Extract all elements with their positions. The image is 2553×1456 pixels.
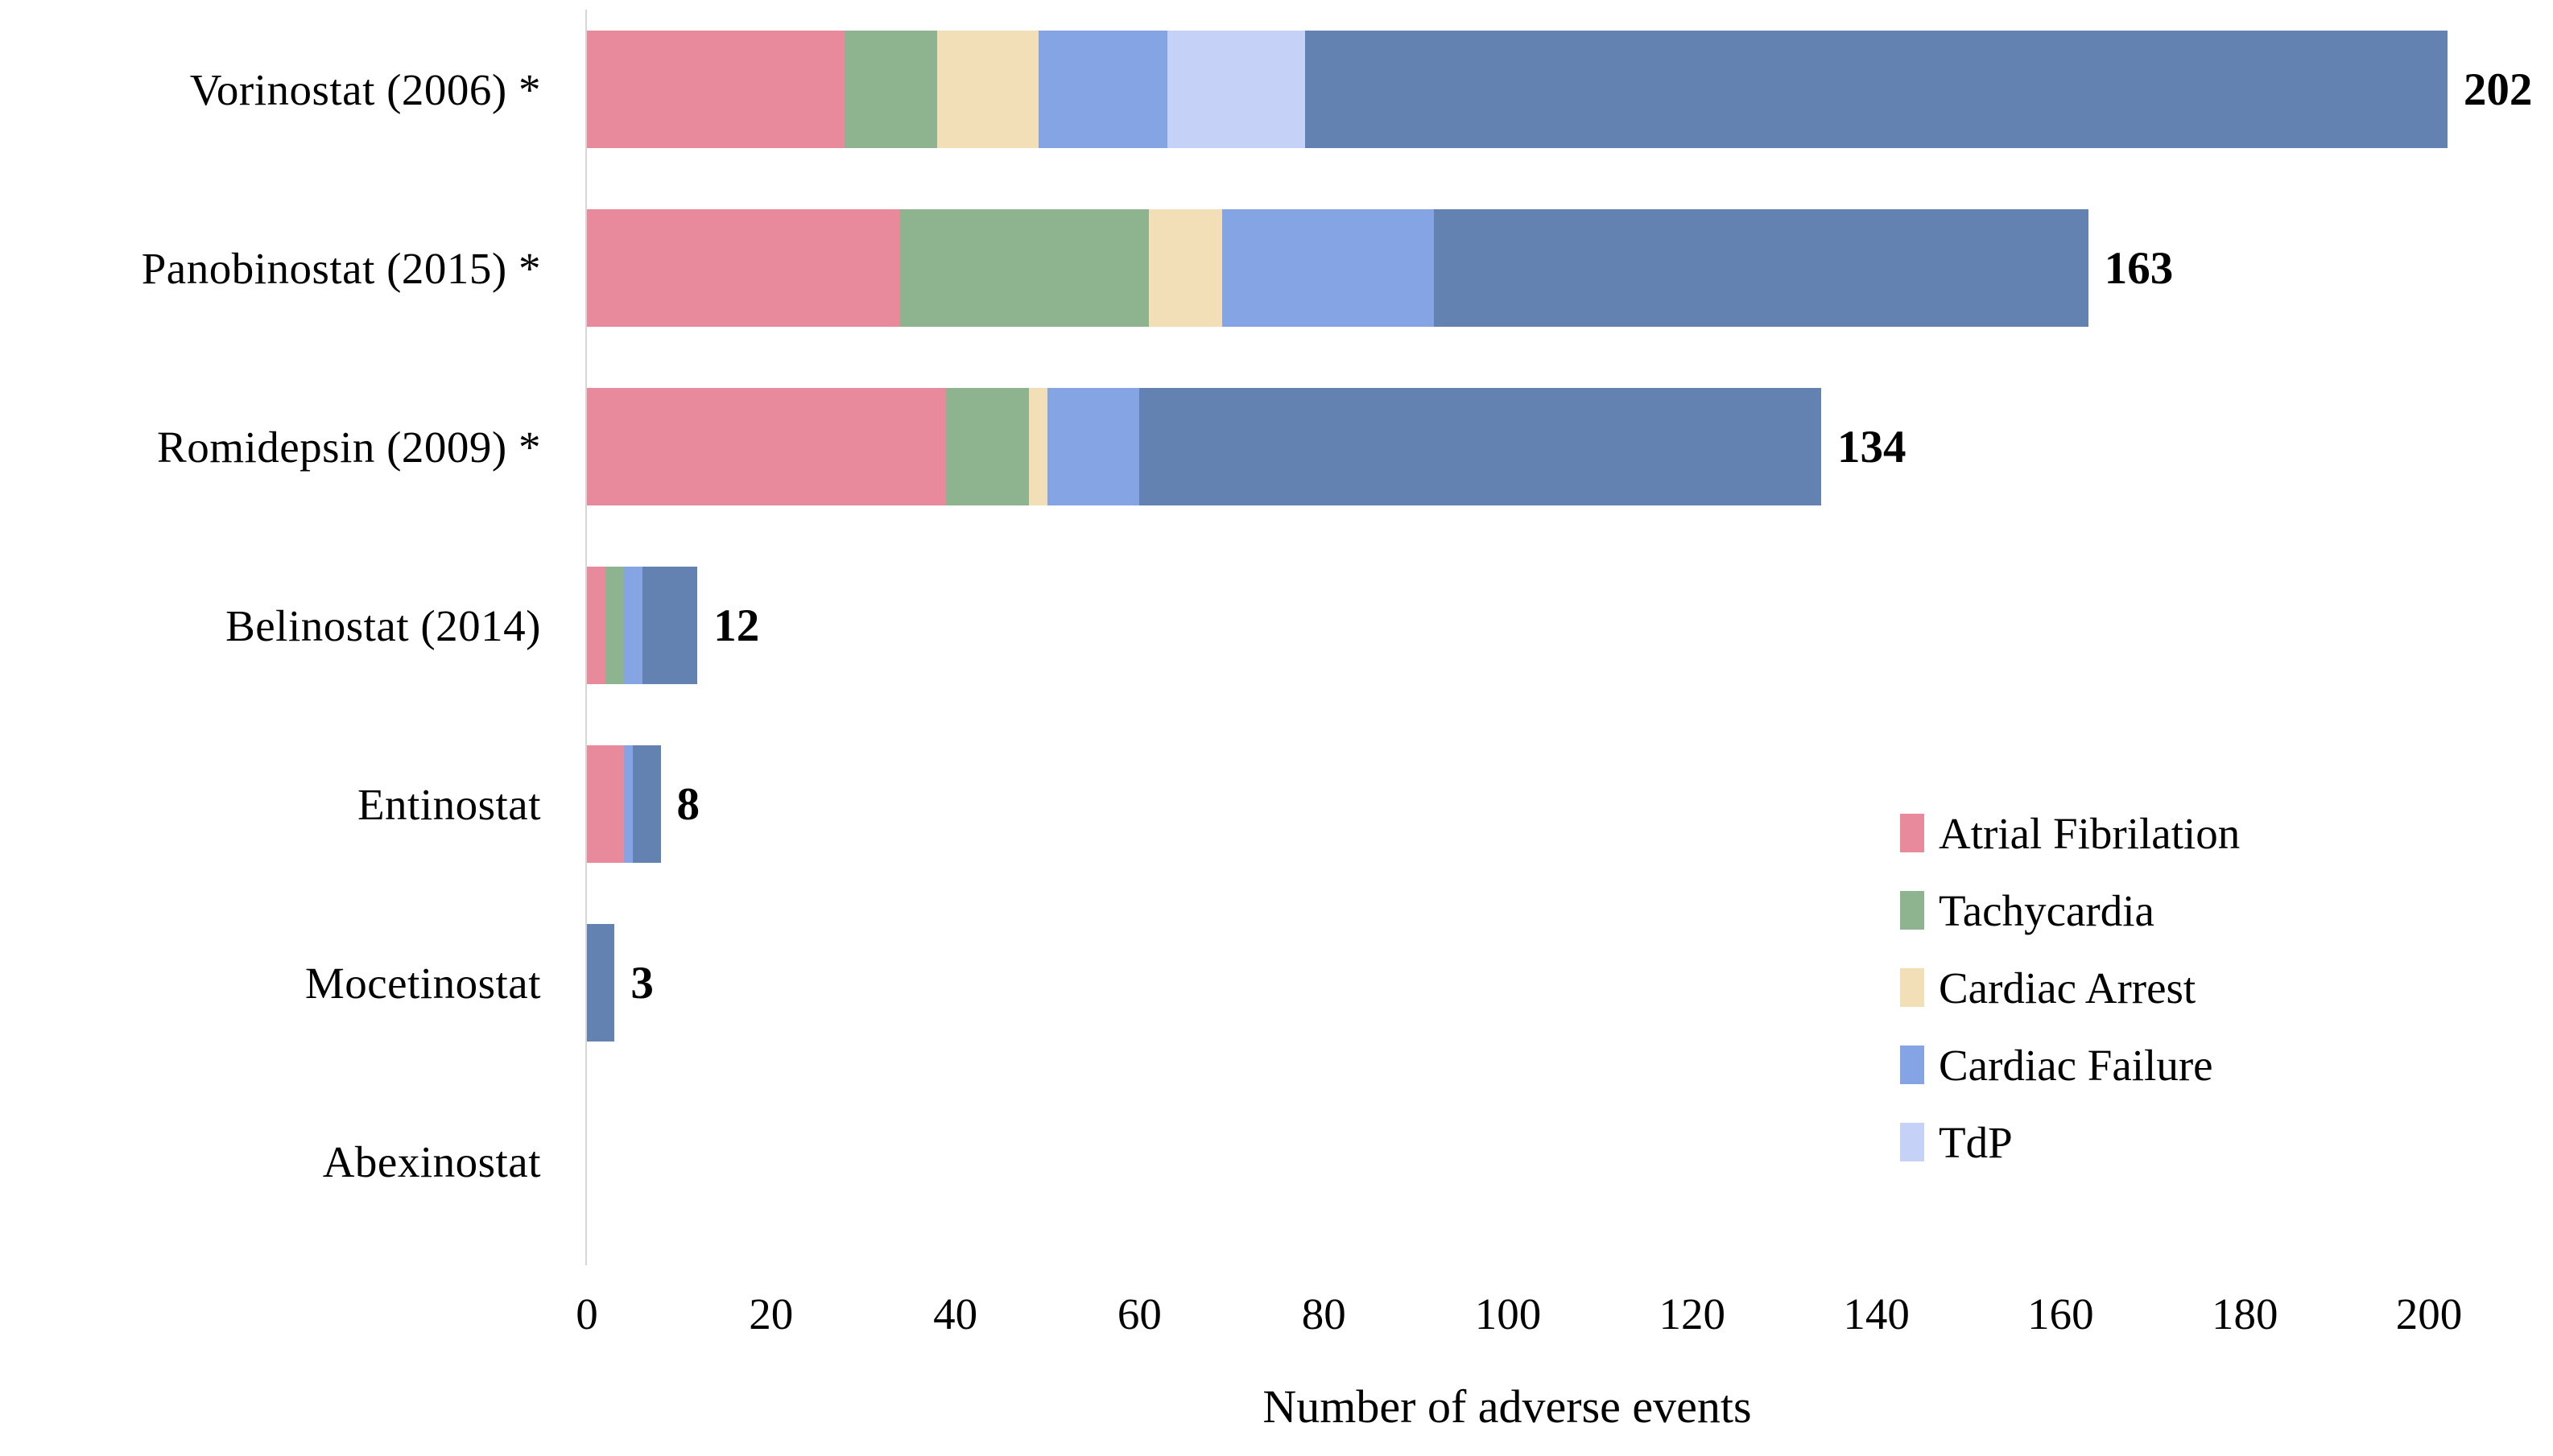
x-tick-label: 140 bbox=[1843, 1289, 1910, 1338]
x-tick-label: 60 bbox=[1117, 1289, 1162, 1338]
bar-segment bbox=[1148, 209, 1223, 327]
x-tick-label: 80 bbox=[1301, 1289, 1346, 1338]
bar-value-label: 12 bbox=[713, 600, 760, 651]
bar-segment bbox=[1038, 31, 1167, 148]
category-label: Vorinostat (2006) * bbox=[189, 64, 541, 114]
stacked-bar bbox=[587, 745, 661, 863]
legend-item: Atrial Fibrilation bbox=[1900, 794, 2240, 872]
bar-segment bbox=[623, 567, 642, 684]
stacked-bar bbox=[587, 567, 698, 684]
category-label: Panobinostat (2015) * bbox=[141, 243, 541, 293]
bar-segment bbox=[1139, 388, 1821, 505]
stacked-bar bbox=[587, 388, 1821, 505]
bar-segment bbox=[1047, 388, 1140, 505]
legend-swatch bbox=[1900, 968, 1924, 1007]
x-tick-label: 20 bbox=[749, 1289, 794, 1338]
legend-item: Tachycardia bbox=[1900, 872, 2240, 949]
bar-row: 8 bbox=[587, 715, 2429, 893]
stacked-bar bbox=[587, 31, 2448, 148]
x-tick-label: 180 bbox=[2211, 1289, 2278, 1338]
bar-segment bbox=[1434, 209, 2088, 327]
bar-row: 12 bbox=[587, 536, 2429, 715]
stacked-bar bbox=[587, 209, 2088, 327]
bar-row: 163 bbox=[587, 179, 2429, 357]
bar-row: 3 bbox=[587, 893, 2429, 1072]
bar-segment bbox=[605, 567, 624, 684]
legend: Atrial Fibrilation Tachycardia Cardiac Arr… bbox=[1900, 794, 2240, 1181]
x-tick-label: 200 bbox=[2395, 1289, 2463, 1338]
legend-item: Cardiac Arrest bbox=[1900, 949, 2240, 1026]
category-label: Mocetinostat bbox=[304, 958, 541, 1008]
category-label: Romidepsin (2009) * bbox=[157, 422, 541, 472]
bar-segment bbox=[633, 745, 661, 863]
bar-segment bbox=[587, 924, 615, 1041]
y-axis-line bbox=[585, 10, 587, 1265]
legend-item: TdP bbox=[1900, 1103, 2240, 1181]
x-tick-label: 100 bbox=[1474, 1289, 1542, 1338]
bar-segment bbox=[946, 388, 1030, 505]
x-tick-label: 160 bbox=[2027, 1289, 2094, 1338]
legend-label: Cardiac Arrest bbox=[1939, 963, 2196, 1013]
category-label: Belinostat (2014) bbox=[225, 600, 541, 650]
bar-segment bbox=[623, 745, 634, 863]
legend-swatch bbox=[1900, 814, 1924, 852]
bar-value-label: 3 bbox=[630, 957, 654, 1008]
bar-segment bbox=[1305, 31, 2448, 148]
plot-area: 202 163 134 12 8 3 bbox=[585, 0, 2532, 1251]
legend-swatch bbox=[1900, 1123, 1924, 1161]
bar-segment bbox=[587, 745, 624, 863]
legend-label: Atrial Fibrilation bbox=[1939, 808, 2241, 858]
category-label: Entinostat bbox=[357, 779, 541, 829]
bar-segment bbox=[1029, 388, 1047, 505]
legend-item: Cardiac Failure bbox=[1900, 1026, 2240, 1103]
legend-swatch bbox=[1900, 1046, 1924, 1084]
bar-segment bbox=[1167, 31, 1306, 148]
x-tick-label: 40 bbox=[933, 1289, 978, 1338]
legend-label: Cardiac Failure bbox=[1939, 1040, 2213, 1090]
bar-row: 202 bbox=[587, 0, 2532, 179]
bar-segment bbox=[642, 567, 698, 684]
bar-value-label: 202 bbox=[2463, 64, 2533, 115]
bar-value-label: 8 bbox=[676, 778, 700, 830]
bar-segment bbox=[936, 31, 1039, 148]
stacked-bar bbox=[587, 924, 615, 1041]
bar-row: 134 bbox=[587, 357, 2429, 536]
legend-label: TdP bbox=[1939, 1117, 2013, 1167]
bar-segment bbox=[1222, 209, 1435, 327]
x-axis-title: Number of adverse events bbox=[1262, 1380, 1752, 1433]
bar-segment bbox=[587, 388, 947, 505]
category-label: Abexinostat bbox=[322, 1136, 541, 1186]
legend-label: Tachycardia bbox=[1939, 885, 2154, 935]
x-tick-label: 0 bbox=[576, 1289, 598, 1338]
bar-segment bbox=[899, 209, 1149, 327]
legend-swatch bbox=[1900, 891, 1924, 930]
x-tick-label: 120 bbox=[1659, 1289, 1726, 1338]
bar-segment bbox=[845, 31, 937, 148]
bar-segment bbox=[587, 31, 845, 148]
bar-segment bbox=[587, 567, 605, 684]
bar-segment bbox=[587, 209, 900, 327]
bar-value-label: 163 bbox=[2104, 242, 2174, 294]
bar-value-label: 134 bbox=[1836, 421, 1906, 472]
